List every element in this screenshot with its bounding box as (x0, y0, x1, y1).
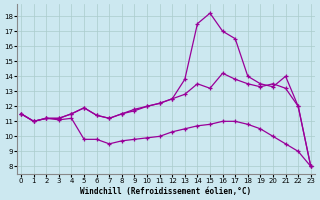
X-axis label: Windchill (Refroidissement éolien,°C): Windchill (Refroidissement éolien,°C) (80, 187, 252, 196)
